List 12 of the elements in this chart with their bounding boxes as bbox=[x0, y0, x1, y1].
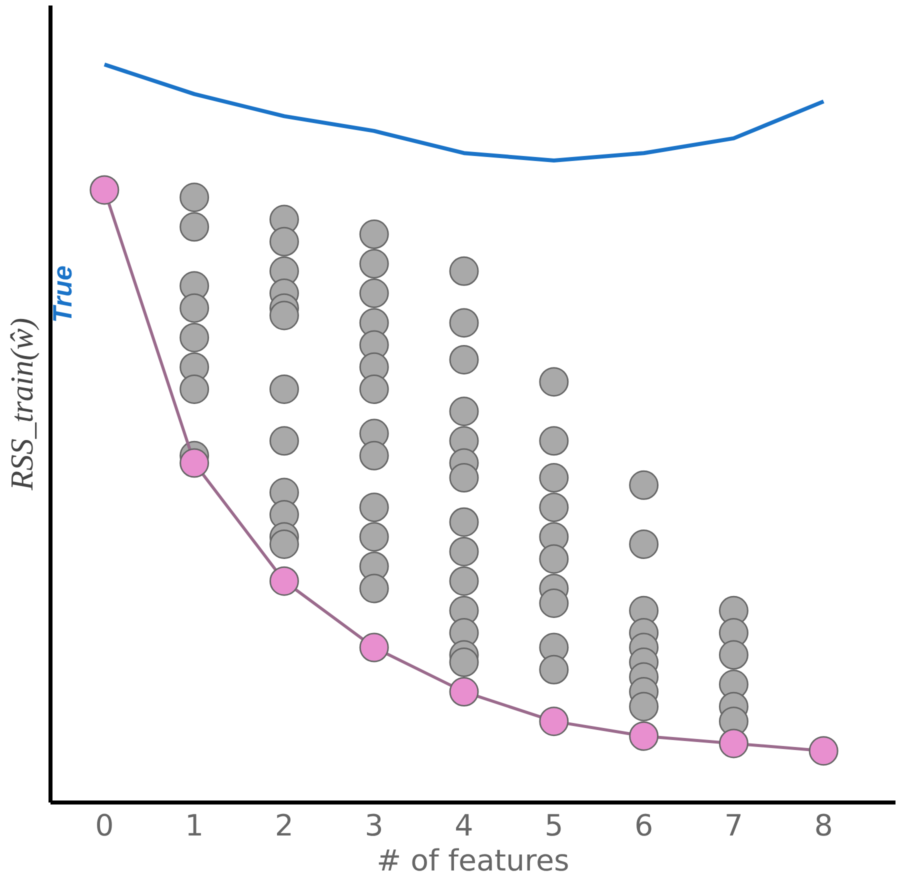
x-tick-label: 5 bbox=[544, 808, 564, 842]
x-tick-label: 4 bbox=[454, 808, 474, 842]
y-axis-title: RSS_train(ŵ) bbox=[4, 318, 40, 492]
x-axis-title: # of features bbox=[376, 844, 570, 878]
x-tick-label: 8 bbox=[814, 808, 833, 842]
x-tick-label: 7 bbox=[724, 808, 744, 842]
x-tick-label: 6 bbox=[634, 808, 654, 842]
x-tick-label: 3 bbox=[364, 808, 384, 842]
x-tick-label: 0 bbox=[95, 808, 114, 842]
x-tick-label: 2 bbox=[274, 808, 294, 842]
x-tick-label: 1 bbox=[185, 808, 204, 842]
text: True bbox=[47, 265, 78, 323]
